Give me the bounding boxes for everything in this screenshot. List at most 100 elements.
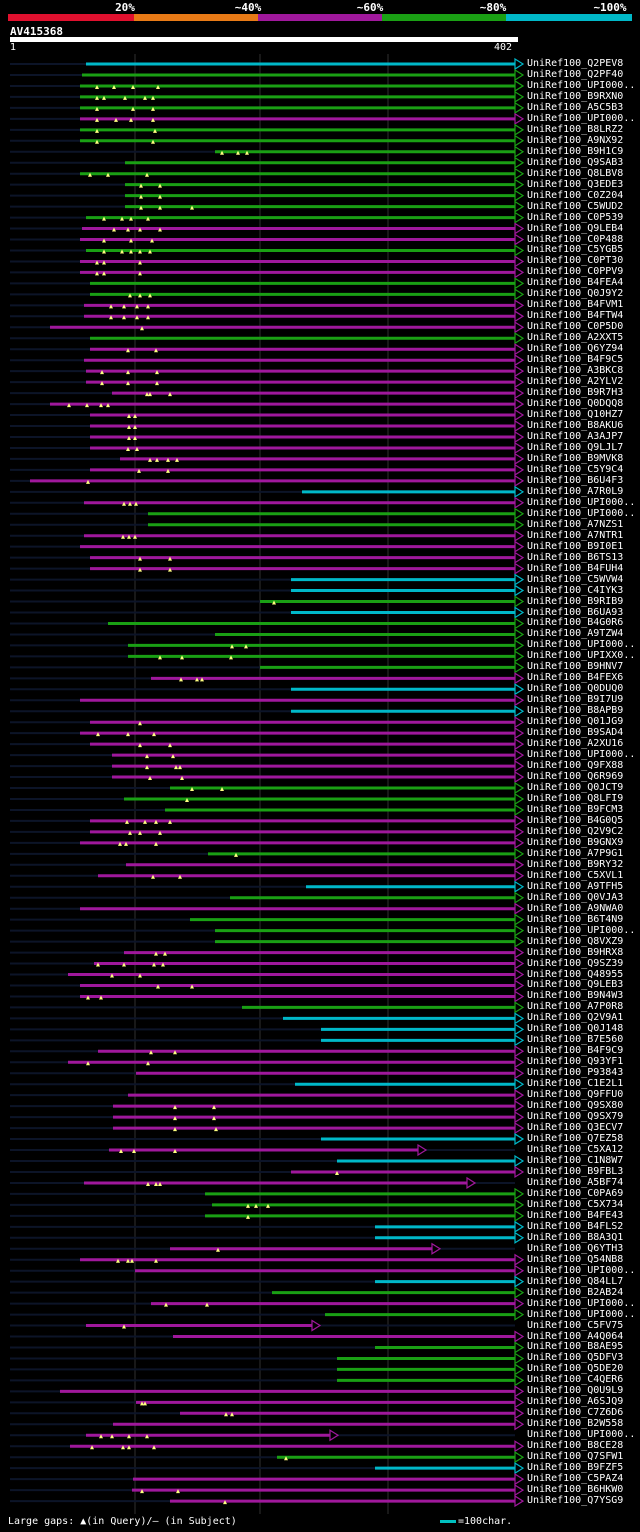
hit-label[interactable]: UniRef100_A9TFH5 bbox=[527, 880, 624, 892]
hit-row[interactable] bbox=[10, 1001, 525, 1014]
hit-label[interactable]: UniRef100_A2XXT5 bbox=[527, 332, 624, 344]
hit-label[interactable]: UniRef100_B6U4F3 bbox=[527, 474, 624, 486]
hit-label[interactable]: UniRef100_B6UA93 bbox=[527, 606, 624, 618]
hit-row[interactable] bbox=[10, 408, 525, 422]
hit-label[interactable]: UniRef100_UPI000.. bbox=[527, 1429, 636, 1441]
hit-row[interactable] bbox=[10, 1451, 525, 1464]
hit-row[interactable] bbox=[10, 1297, 525, 1310]
hit-row[interactable] bbox=[10, 759, 525, 773]
hit-label[interactable]: UniRef100_B9RXN0 bbox=[527, 90, 624, 102]
hit-row[interactable] bbox=[10, 387, 525, 400]
hit-label[interactable]: UniRef100_A9NWA0 bbox=[527, 902, 624, 914]
hit-row[interactable] bbox=[10, 343, 525, 356]
hit-label[interactable]: UniRef100_Q0DQQ8 bbox=[527, 398, 624, 410]
hit-row[interactable] bbox=[10, 332, 525, 345]
hit-row[interactable] bbox=[10, 573, 525, 586]
hit-row[interactable] bbox=[10, 584, 525, 597]
hit-row[interactable] bbox=[10, 540, 525, 553]
hit-label[interactable]: UniRef100_B8AKU6 bbox=[527, 420, 624, 431]
hit-label[interactable]: UniRef100_A5BF74 bbox=[527, 1176, 624, 1188]
hit-row[interactable] bbox=[10, 1122, 525, 1135]
hit-label[interactable]: UniRef100_B2W558 bbox=[527, 1418, 624, 1430]
hit-label[interactable]: UniRef100_C0PA69 bbox=[527, 1187, 624, 1199]
hit-row[interactable] bbox=[10, 1242, 515, 1255]
hit-label[interactable]: UniRef100_Q0J9Y2 bbox=[527, 288, 624, 300]
hit-row[interactable] bbox=[10, 1023, 525, 1036]
hit-row[interactable] bbox=[10, 79, 525, 93]
hit-label[interactable]: UniRef100_A9NX92 bbox=[527, 134, 624, 146]
hit-label[interactable]: UniRef100_B9FCM3 bbox=[527, 803, 624, 815]
hit-label[interactable]: UniRef100_B9RY32 bbox=[527, 858, 624, 870]
hit-label[interactable]: UniRef100_UPI000.. bbox=[527, 496, 636, 508]
hit-row[interactable] bbox=[10, 1012, 525, 1025]
hit-row[interactable] bbox=[10, 606, 525, 619]
hit-row[interactable] bbox=[10, 738, 525, 751]
hit-label[interactable]: UniRef100_C0P488 bbox=[527, 233, 624, 245]
hit-row[interactable] bbox=[10, 639, 525, 652]
hit-row[interactable] bbox=[10, 288, 525, 301]
hit-label[interactable]: UniRef100_A6SJQ9 bbox=[527, 1396, 624, 1408]
hit-row[interactable] bbox=[10, 1209, 525, 1222]
hit-label[interactable]: UniRef100_B4G0Q5 bbox=[527, 814, 624, 826]
hit-row[interactable] bbox=[10, 101, 525, 114]
hit-label[interactable]: UniRef100_B4F9C5 bbox=[527, 354, 624, 366]
hit-row[interactable] bbox=[10, 496, 525, 509]
hit-row[interactable] bbox=[10, 935, 525, 948]
hit-row[interactable] bbox=[10, 452, 525, 466]
hit-label[interactable]: UniRef100_B9MVK8 bbox=[527, 452, 624, 464]
hit-label[interactable]: UniRef100_B8LRZ2 bbox=[527, 123, 624, 135]
hit-label[interactable]: UniRef100_Q9FFU0 bbox=[527, 1089, 624, 1101]
hit-row[interactable] bbox=[10, 57, 525, 71]
hit-row[interactable] bbox=[10, 255, 525, 268]
hit-label[interactable]: UniRef100_Q2V9A1 bbox=[527, 1012, 624, 1024]
hit-label[interactable]: UniRef100_C0PPV9 bbox=[527, 266, 624, 278]
hit-row[interactable] bbox=[10, 1143, 515, 1157]
hit-row[interactable] bbox=[10, 529, 525, 542]
hit-label[interactable]: UniRef100_Q9SX79 bbox=[527, 1111, 624, 1123]
hit-label[interactable]: UniRef100_A2XU16 bbox=[527, 738, 624, 750]
hit-row[interactable] bbox=[10, 1253, 525, 1266]
hit-label[interactable]: UniRef100_UPIXX0.. bbox=[527, 650, 636, 662]
hit-row[interactable] bbox=[10, 869, 525, 882]
hit-label[interactable]: UniRef100_B8CE28 bbox=[527, 1440, 624, 1452]
hit-label[interactable]: UniRef100_UPI000.. bbox=[527, 79, 636, 91]
hit-row[interactable] bbox=[10, 650, 525, 663]
hit-label[interactable]: UniRef100_B4FEA4 bbox=[527, 277, 624, 289]
hit-row[interactable] bbox=[10, 1374, 525, 1387]
hit-label[interactable]: UniRef100_A3BKC8 bbox=[527, 365, 624, 377]
hit-label[interactable]: UniRef100_B4FE43 bbox=[527, 1209, 624, 1221]
hit-row[interactable] bbox=[10, 90, 525, 103]
hit-row[interactable] bbox=[10, 924, 525, 937]
hit-label[interactable]: UniRef100_Q0JCT9 bbox=[527, 782, 624, 794]
hit-row[interactable] bbox=[10, 1363, 525, 1376]
hit-row[interactable] bbox=[10, 1067, 525, 1080]
hit-label[interactable]: UniRef100_C1E2L1 bbox=[527, 1078, 624, 1090]
hit-row[interactable] bbox=[10, 1056, 525, 1069]
hit-label[interactable]: UniRef100_C1N8W7 bbox=[527, 1155, 624, 1166]
hit-label[interactable]: UniRef100_Q2PEV8 bbox=[527, 58, 624, 69]
hit-row[interactable] bbox=[10, 551, 525, 564]
hit-row[interactable] bbox=[10, 825, 525, 838]
hit-label[interactable]: UniRef100_A5C5B3 bbox=[527, 101, 624, 113]
hit-label[interactable]: UniRef100_B6TS13 bbox=[527, 551, 624, 563]
hit-row[interactable] bbox=[10, 902, 525, 915]
hit-row[interactable] bbox=[10, 628, 525, 641]
hit-label[interactable]: UniRef100_UPI000.. bbox=[527, 639, 636, 651]
hit-label[interactable]: UniRef100_A9TZW4 bbox=[527, 628, 624, 640]
hit-label[interactable]: UniRef100_Q7SFW1 bbox=[527, 1451, 624, 1463]
hit-label[interactable]: UniRef100_Q5DFV3 bbox=[527, 1352, 624, 1364]
hit-row[interactable] bbox=[10, 749, 525, 762]
hit-row[interactable] bbox=[10, 266, 525, 279]
hit-label[interactable]: UniRef100_C5WVW4 bbox=[527, 573, 624, 585]
hit-label[interactable]: UniRef100_A7R0L9 bbox=[527, 485, 624, 497]
hit-row[interactable] bbox=[10, 683, 525, 696]
hit-row[interactable] bbox=[10, 847, 525, 860]
hit-row[interactable] bbox=[10, 474, 525, 487]
hit-row[interactable] bbox=[10, 1286, 525, 1299]
hit-label[interactable]: UniRef100_C5PAZ4 bbox=[527, 1473, 624, 1485]
hit-row[interactable] bbox=[10, 376, 525, 389]
hit-label[interactable]: UniRef100_B9GNX9 bbox=[527, 836, 624, 848]
hit-row[interactable] bbox=[10, 1319, 515, 1332]
hit-label[interactable]: UniRef100_A7NTR1 bbox=[527, 529, 624, 541]
hit-row[interactable] bbox=[10, 880, 525, 893]
